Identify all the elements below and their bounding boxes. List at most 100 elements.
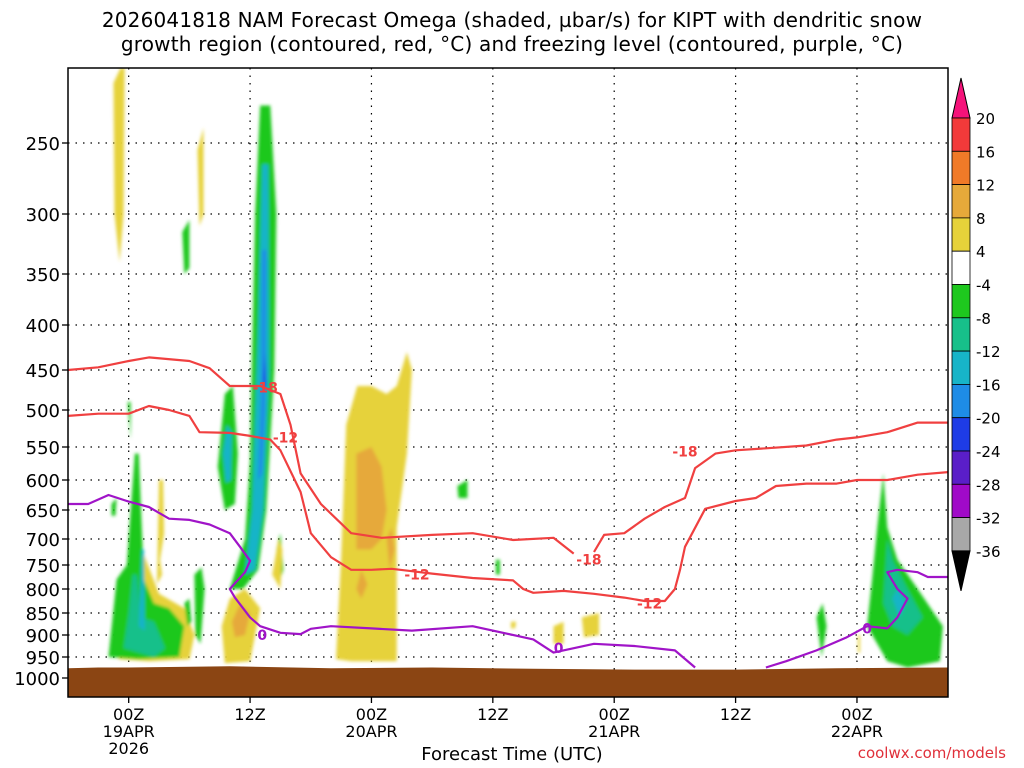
contour-line [765, 568, 948, 669]
y-tick-label: 800 [26, 580, 60, 601]
x-tick-label: 00Z [841, 705, 872, 724]
omega-cell [858, 635, 860, 653]
y-tick-label: 300 [26, 205, 60, 226]
y-tick-label: 550 [26, 438, 60, 459]
y-tick-label: 400 [26, 316, 60, 337]
colorbar-label: -24 [976, 443, 1001, 461]
omega-cell [108, 453, 185, 660]
chart-title-line2: growth region (contoured, red, °C) and f… [120, 32, 904, 56]
colorbar-label: -4 [976, 277, 991, 295]
omega-cell [581, 613, 599, 638]
colorbar-swatch [951, 184, 971, 219]
omega-cell [272, 539, 283, 589]
colorbar: 20 16 12 8 4 -4 -8 -12 -16 -20 -24 -28 -32 -36 [951, 77, 1001, 592]
y-tick-label: 950 [26, 648, 60, 669]
contour-label: -18 [253, 381, 278, 397]
contour-line [593, 421, 948, 553]
colorbar-swatch [951, 217, 971, 252]
y-tick-label: 850 [26, 604, 60, 625]
contour-labels: -18 -12 -18 -12 -18 -12 0 0 0 [253, 381, 873, 658]
y-tick-label: 500 [26, 401, 60, 422]
x-tick-label: 12Z [477, 705, 508, 724]
chart-title-line1: 2026041818 NAM Forecast Omega (shaded, µ… [101, 8, 923, 32]
colorbar-swatch [951, 383, 971, 419]
y-tick-label: 1000 [14, 669, 60, 690]
x-axis-label: Forecast Time (UTC) [421, 744, 603, 765]
colorbar-label: 16 [976, 143, 995, 161]
colorbar-label: -20 [976, 410, 1001, 428]
contour-label: 0 [554, 641, 564, 657]
omega-cell [184, 598, 192, 627]
contours [68, 356, 948, 669]
x-tick-year: 2026 [108, 739, 149, 758]
omega-cell [356, 447, 387, 550]
colorbar-swatch [951, 450, 971, 485]
omega-cell [123, 574, 166, 657]
x-tick-label: 12Z [234, 705, 265, 724]
omega-cell [194, 567, 205, 644]
colorbar-label: -12 [976, 343, 1001, 361]
contour-line [68, 356, 575, 555]
colorbar-label: 20 [976, 110, 995, 128]
contour-label: -12 [404, 568, 429, 584]
chart-title: 2026041818 NAM Forecast Omega (shaded, µ… [0, 8, 1024, 56]
omega-cell [495, 559, 500, 575]
contour-label: 0 [257, 628, 267, 644]
y-tick-label: 600 [26, 471, 60, 492]
colorbar-swatch [951, 417, 971, 452]
x-tick-label: 12Z [720, 705, 751, 724]
contour-label: -18 [576, 552, 601, 568]
x-tick-date: 20APR [345, 722, 397, 741]
omega-cell [511, 621, 517, 629]
site-credit: coolwx.com/models [857, 744, 1006, 762]
colorbar-swatch [951, 483, 971, 518]
omega-cell [113, 68, 125, 262]
x-tick-date: 21APR [588, 722, 640, 741]
omega-cell [867, 473, 943, 668]
colorbar-label: 4 [976, 243, 986, 261]
colorbar-label: 12 [976, 177, 995, 195]
omega-cell [157, 480, 165, 585]
colorbar-label: 8 [976, 210, 986, 228]
omega-shading [108, 68, 943, 668]
x-tick-date: 19APR [103, 722, 155, 741]
colorbar-label: -28 [976, 476, 1001, 494]
colorbar-swatch [951, 284, 971, 319]
y-tick-label: 450 [26, 361, 60, 382]
y-tick-label: 250 [26, 134, 60, 155]
omega-cell [816, 603, 827, 657]
omega-cell [356, 569, 368, 599]
omega-cell [197, 128, 204, 226]
y-tick-label: 350 [26, 265, 60, 286]
colorbar-label: -8 [976, 310, 991, 328]
y-tick-label: 650 [26, 501, 60, 522]
omega-cell [222, 424, 232, 483]
x-tick-label: 00Z [113, 705, 144, 724]
colorbar-label: -16 [976, 376, 1001, 394]
y-tick-label: 900 [26, 626, 60, 647]
omega-cell [457, 480, 468, 498]
terrain-fill [68, 666, 948, 697]
omega-cell [258, 250, 267, 480]
x-tick-label: 00Z [356, 705, 387, 724]
omega-cell [883, 539, 923, 635]
contour-label: -12 [273, 430, 298, 446]
omega-cell [182, 220, 190, 274]
contour-label: -12 [637, 596, 662, 612]
colorbar-label: -32 [976, 510, 1001, 528]
plot-frame [67, 67, 949, 698]
contour-label: -18 [672, 445, 697, 461]
colorbar-bottom-arrow [951, 550, 971, 592]
omega-cell [111, 498, 117, 516]
y-tick-label: 700 [26, 530, 60, 551]
colorbar-swatch [951, 350, 971, 385]
contour-label: 0 [862, 621, 872, 637]
omega-cell [553, 621, 564, 644]
colorbar-top-arrow [951, 77, 971, 119]
contour-line [68, 404, 948, 603]
omega-cell [127, 402, 131, 440]
colorbar-swatch [951, 317, 971, 352]
omega-cell [138, 549, 145, 631]
